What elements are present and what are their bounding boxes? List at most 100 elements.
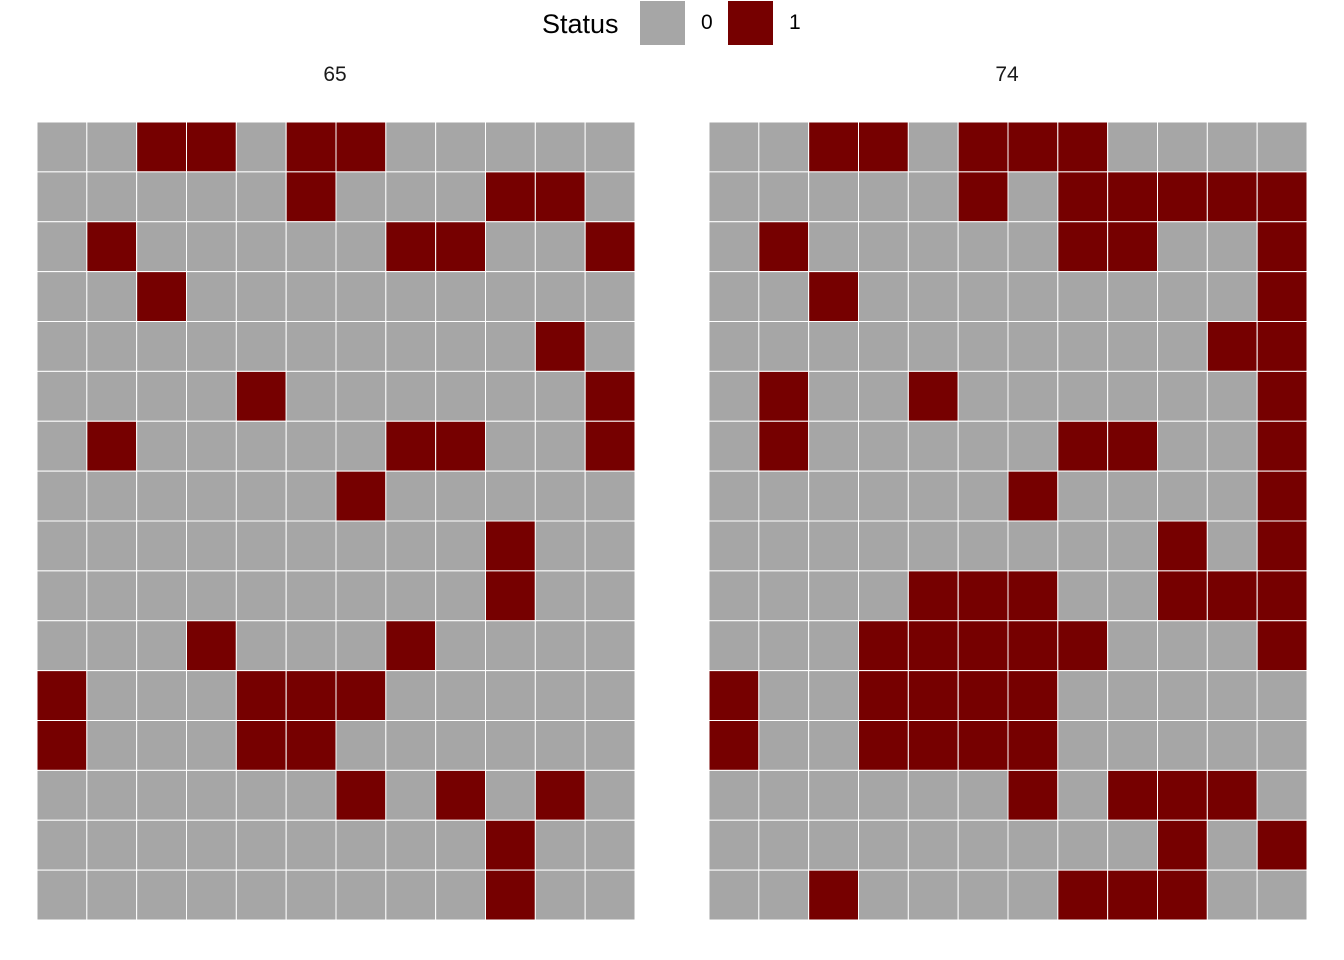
heatmap-tile-74-r0-c7: [1057, 121, 1109, 173]
heatmap-tile-74-r11-c3: [858, 670, 909, 721]
heatmap-tile-65-r5-c8: [435, 370, 486, 422]
facet-title-65: 65: [323, 63, 347, 86]
heatmap-tile-65-r14-c1: [86, 819, 138, 871]
heatmap-tile-65-r0-c5: [285, 121, 337, 173]
heatmap-tile-65-r15-c11: [584, 869, 636, 921]
heatmap-tile-74-r14-c2: [808, 819, 859, 871]
heatmap-tile-65-r9-c0: [36, 570, 88, 622]
heatmap-tile-74-r12-c10: [1206, 720, 1258, 771]
heatmap-tile-74-r7-c4: [907, 470, 959, 522]
heatmap-tile-74-r2-c11: [1256, 221, 1308, 273]
heatmap-tile-74-r4-c5: [957, 321, 1009, 372]
heatmap-tile-65-r10-c11: [584, 620, 636, 672]
heatmap-tile-65-r6-c4: [235, 420, 287, 472]
heatmap-tile-74-r11-c1: [758, 670, 810, 721]
heatmap-tile-74-r11-c10: [1206, 670, 1258, 721]
heatmap-tile-65-r10-c4: [235, 620, 287, 672]
heatmap-tile-74-r6-c0: [708, 420, 760, 472]
heatmap-tile-65-r7-c4: [235, 470, 287, 522]
heatmap-tile-65-r12-c7: [385, 720, 437, 771]
heatmap-tile-74-r6-c4: [907, 420, 959, 472]
heatmap-tile-65-r8-c0: [36, 520, 88, 572]
heatmap-tile-74-r8-c11: [1256, 520, 1308, 572]
heatmap-tile-74-r2-c7: [1057, 221, 1109, 273]
heatmap-tile-74-r4-c4: [907, 321, 959, 372]
heatmap-tile-65-r11-c3: [186, 670, 237, 721]
heatmap-tile-74-r12-c7: [1057, 720, 1109, 771]
heatmap-tile-65-r4-c9: [485, 321, 536, 372]
heatmap-tile-74-r2-c4: [907, 221, 959, 273]
heatmap-tile-74-r13-c3: [858, 769, 909, 821]
heatmap-tile-74-r5-c2: [808, 370, 859, 422]
heatmap-tile-74-r15-c9: [1157, 869, 1208, 921]
heatmap-tile-74-r1-c1: [758, 171, 810, 223]
heatmap-tile-65-r4-c1: [86, 321, 138, 372]
heatmap-tile-65-r3-c0: [36, 271, 88, 322]
heatmap-tile-65-r0-c3: [186, 121, 237, 173]
heatmap-tile-74-r7-c3: [858, 470, 909, 522]
heatmap-tile-65-r1-c5: [285, 171, 337, 223]
heatmap-tile-65-r1-c7: [385, 171, 437, 223]
heatmap-tile-65-r11-c8: [435, 670, 486, 721]
heatmap-tile-74-r12-c5: [957, 720, 1009, 771]
heatmap-tile-74-r12-c9: [1157, 720, 1208, 771]
heatmap-tile-65-r6-c0: [36, 420, 88, 472]
heatmap-tile-65-r11-c10: [534, 670, 586, 721]
heatmap-tile-74-r4-c7: [1057, 321, 1109, 372]
heatmap-tile-65-r14-c2: [136, 819, 187, 871]
heatmap-tile-74-r3-c3: [858, 271, 909, 322]
heatmap-tile-65-r8-c7: [385, 520, 437, 572]
heatmap-tile-74-r9-c11: [1256, 570, 1308, 622]
heatmap-tile-74-r1-c11: [1256, 171, 1308, 223]
heatmap-tile-74-r2-c1: [758, 221, 810, 273]
heatmap-tile-74-r9-c8: [1107, 570, 1158, 622]
heatmap-tile-65-r12-c10: [534, 720, 586, 771]
heatmap-tile-65-r10-c9: [485, 620, 536, 672]
heatmap-tile-65-r4-c11: [584, 321, 636, 372]
heatmap-tile-74-r8-c1: [758, 520, 810, 572]
heatmap-tile-74-r8-c4: [907, 520, 959, 572]
heatmap-tile-74-r0-c5: [957, 121, 1009, 173]
heatmap-tile-65-r15-c1: [86, 869, 138, 921]
heatmap-tile-65-r13-c11: [584, 769, 636, 821]
heatmap-tile-65-r2-c10: [534, 221, 586, 273]
heatmap-tile-74-r7-c1: [758, 470, 810, 522]
heatmap-tile-74-r1-c9: [1157, 171, 1208, 223]
heatmap-tile-74-r12-c6: [1007, 720, 1059, 771]
heatmap-tile-65-r10-c3: [186, 620, 237, 672]
heatmap-tile-74-r15-c0: [708, 869, 760, 921]
heatmap-tile-74-r6-c10: [1206, 420, 1258, 472]
heatmap-tile-65-r7-c10: [534, 470, 586, 522]
heatmap-tile-74-r11-c9: [1157, 670, 1208, 721]
heatmap-tile-74-r12-c11: [1256, 720, 1308, 771]
heatmap-tile-65-r8-c10: [534, 520, 586, 572]
heatmap-tile-65-r3-c4: [235, 271, 287, 322]
heatmap-tile-65-r9-c7: [385, 570, 437, 622]
heatmap-tile-65-r1-c10: [534, 171, 586, 223]
heatmap-tile-65-r9-c8: [435, 570, 486, 622]
heatmap-tile-74-r1-c8: [1107, 171, 1158, 223]
heatmap-tile-74-r10-c1: [758, 620, 810, 672]
heatmap-tile-65-r3-c11: [584, 271, 636, 322]
heatmap-tile-74-r1-c0: [708, 171, 760, 223]
heatmap-tile-74-r9-c6: [1007, 570, 1059, 622]
heatmap-tile-65-r7-c5: [285, 470, 337, 522]
heatmap-tile-74-r0-c9: [1157, 121, 1208, 173]
heatmap-tile-74-r9-c9: [1157, 570, 1208, 622]
heatmap-tile-65-r15-c8: [435, 869, 486, 921]
heatmap-tile-74-r0-c2: [808, 121, 859, 173]
heatmap-tile-74-r8-c7: [1057, 520, 1109, 572]
heatmap-tile-65-r15-c7: [385, 869, 437, 921]
heatmap-tile-65-r6-c7: [385, 420, 437, 472]
heatmap-tile-65-r8-c2: [136, 520, 187, 572]
heatmap-tile-65-r5-c11: [584, 370, 636, 422]
heatmap-tile-74-r7-c8: [1107, 470, 1158, 522]
heatmap-tile-74-r0-c0: [708, 121, 760, 173]
legend: Status 0 1: [0, 0, 1344, 50]
heatmap-tile-65-r10-c1: [86, 620, 138, 672]
heatmap-tile-74-r2-c6: [1007, 221, 1059, 273]
heatmap-tile-65-r7-c7: [385, 470, 437, 522]
heatmap-tile-74-r9-c3: [858, 570, 909, 622]
heatmap-tile-65-r0-c1: [86, 121, 138, 173]
heatmap-tile-65-r1-c2: [136, 171, 187, 223]
